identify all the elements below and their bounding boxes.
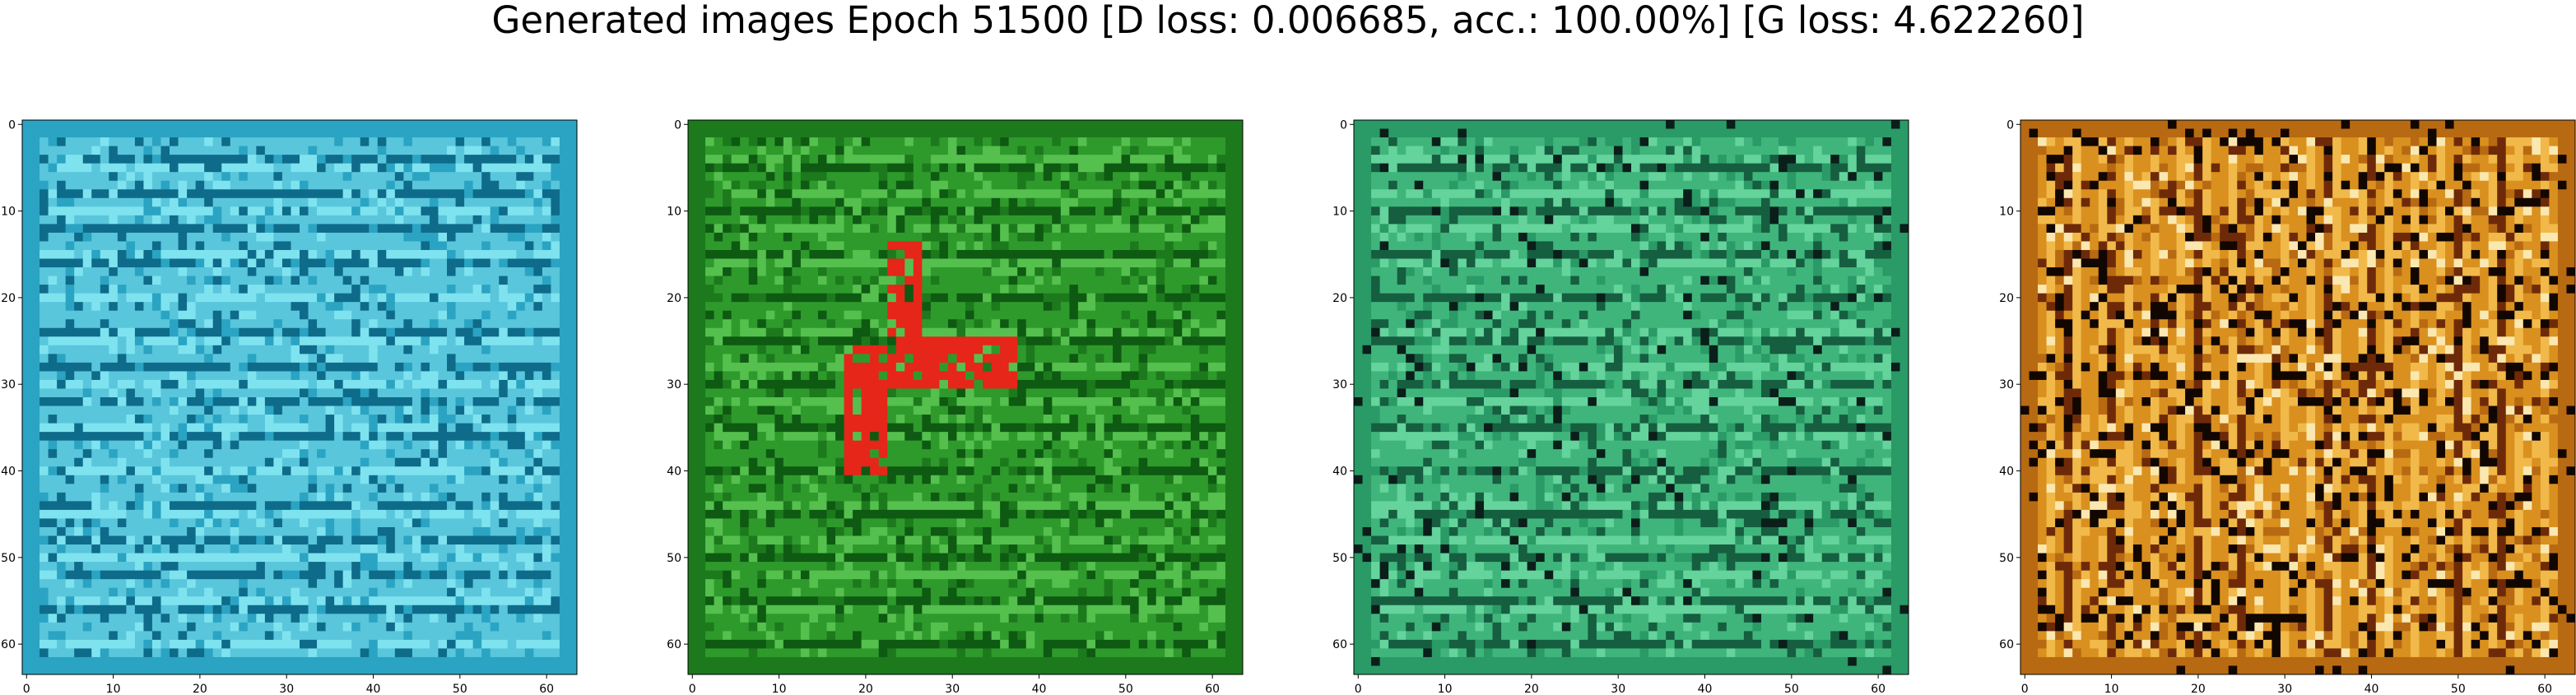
panel-4: 0 10 20 30 40 50 60 0 10 20 30 40 50 60	[1999, 118, 2575, 695]
panel-1-ytick-label: 60	[1, 638, 16, 651]
panel-3-xtick-label: 30	[1611, 683, 1625, 695]
panel-2-image	[688, 120, 1243, 674]
panel-3: 0 10 20 30 40 50 60 0 10 20 30 40 50 60	[1332, 118, 1909, 695]
panel-4-image	[2020, 120, 2575, 674]
panel-1-ytick-label: 30	[1, 378, 16, 392]
panel-4-ytick-label: 0	[2006, 118, 2014, 132]
panel-2-xtick-label: 10	[772, 683, 787, 695]
panel-2-ytick-label: 0	[674, 118, 681, 132]
panel-2-xtick-label: 60	[1205, 683, 1220, 695]
panel-2: 0 10 20 30 40 50 60 0 10 20 30 40 50 60	[667, 118, 1243, 695]
panel-4-xtick-label: 10	[2104, 683, 2119, 695]
panel-2-ytick-label: 50	[667, 552, 681, 565]
panel-1-xtick-label: 30	[279, 683, 294, 695]
panel-1-xtick-label: 40	[366, 683, 381, 695]
panel-4-ytick-label: 50	[1999, 552, 2014, 565]
panel-3-xtick-label: 20	[1524, 683, 1539, 695]
panel-1-xtick-label: 60	[539, 683, 554, 695]
panel-3-ytick-label: 0	[1340, 118, 1347, 132]
panel-1-xtick-label: 10	[106, 683, 121, 695]
panel-3-ytick-label: 50	[1332, 552, 1347, 565]
panel-3-ytick-label: 30	[1332, 378, 1347, 392]
panel-4-xtick-label: 20	[2191, 683, 2206, 695]
panel-2-ytick-label: 40	[667, 466, 681, 479]
panel-3-ytick-label: 60	[1332, 638, 1347, 651]
panel-4-xtick-label: 0	[2021, 683, 2029, 695]
panel-1-xtick-label: 20	[193, 683, 207, 695]
panel-1-image	[22, 120, 577, 674]
panel-3-xtick-label: 0	[1355, 683, 1362, 695]
panel-1-ytick-label: 0	[8, 118, 16, 132]
panel-1-ytick-label: 40	[1, 466, 16, 479]
panel-3-ytick-label: 40	[1332, 466, 1347, 479]
panel-4-ytick-label: 10	[1999, 206, 2014, 219]
panel-4-xtick-label: 30	[2277, 683, 2292, 695]
panel-3-image	[1354, 120, 1909, 674]
panel-2-xtick-label: 20	[858, 683, 873, 695]
panel-2-xtick-label: 30	[945, 683, 960, 695]
panel-2-xtick-label: 50	[1118, 683, 1133, 695]
panel-3-ytick-label: 20	[1332, 292, 1347, 305]
panel-1-ytick-label: 20	[1, 292, 16, 305]
panel-4-ytick-label: 20	[1999, 292, 2014, 305]
panel-1-xtick-label: 0	[23, 683, 30, 695]
panel-3-ytick-label: 10	[1332, 206, 1347, 219]
panel-4-xtick-label: 40	[2364, 683, 2379, 695]
panel-2-ytick-label: 60	[667, 638, 681, 651]
panel-1-ytick-label: 10	[1, 206, 16, 219]
panel-4-ytick-label: 30	[1999, 378, 2014, 392]
panel-2-ytick-label: 20	[667, 292, 681, 305]
panel-3-xtick-label: 10	[1438, 683, 1453, 695]
panel-4-xtick-label: 60	[2537, 683, 2552, 695]
panel-2-xtick-label: 40	[1032, 683, 1047, 695]
panel-1-ytick-label: 50	[1, 552, 16, 565]
panel-1-xtick-label: 50	[453, 683, 467, 695]
panel-3-xtick-label: 40	[1698, 683, 1713, 695]
panel-3-xtick-label: 60	[1871, 683, 1886, 695]
panel-4-xtick-label: 50	[2451, 683, 2466, 695]
panel-4-ytick-label: 60	[1999, 638, 2014, 651]
panel-2-xtick-label: 0	[689, 683, 696, 695]
panel-2-ytick-label: 10	[667, 206, 681, 219]
panel-1: 0 10 20 30 40 50 60 0 10 20 30 40 50 60	[1, 118, 577, 695]
panel-3-xtick-label: 50	[1784, 683, 1799, 695]
panel-2-ytick-label: 30	[667, 378, 681, 392]
panel-4-ytick-label: 40	[1999, 466, 2014, 479]
